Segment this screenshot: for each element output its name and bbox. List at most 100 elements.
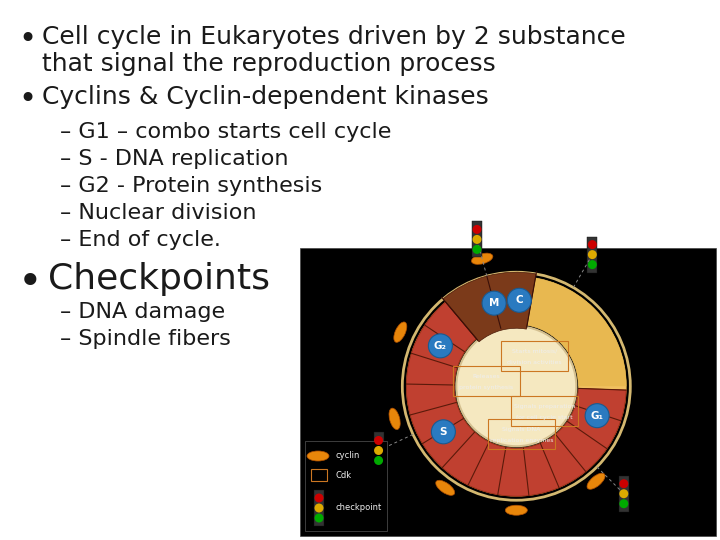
Wedge shape	[572, 339, 620, 365]
Text: – End of cycle.: – End of cycle.	[60, 230, 221, 250]
Wedge shape	[556, 301, 594, 342]
Text: – G2 - Protein synthesis: – G2 - Protein synthesis	[60, 176, 323, 196]
Circle shape	[588, 260, 597, 269]
Wedge shape	[570, 330, 616, 360]
Wedge shape	[478, 280, 500, 328]
Circle shape	[374, 456, 383, 465]
Wedge shape	[516, 276, 526, 325]
Text: •: •	[18, 85, 36, 114]
Circle shape	[472, 235, 482, 244]
Text: S: S	[440, 427, 447, 437]
Text: cyclin: cyclin	[336, 451, 361, 461]
Bar	[300, 248, 716, 536]
Wedge shape	[452, 291, 485, 336]
Circle shape	[315, 503, 323, 512]
Bar	[472, 221, 482, 258]
Circle shape	[588, 250, 597, 259]
Bar	[374, 433, 384, 469]
Wedge shape	[542, 286, 572, 333]
Wedge shape	[575, 348, 623, 370]
Ellipse shape	[394, 322, 407, 342]
Ellipse shape	[436, 480, 454, 495]
Wedge shape	[547, 291, 580, 335]
Wedge shape	[420, 323, 466, 356]
Wedge shape	[487, 278, 505, 327]
Text: •: •	[18, 262, 42, 304]
Wedge shape	[532, 280, 554, 328]
Wedge shape	[521, 276, 536, 325]
Text: •: •	[18, 25, 36, 54]
Text: that signal the reproduction process: that signal the reproduction process	[42, 52, 496, 76]
Wedge shape	[537, 282, 563, 330]
Circle shape	[619, 489, 629, 498]
Wedge shape	[416, 331, 463, 361]
Wedge shape	[406, 276, 626, 496]
Circle shape	[472, 225, 482, 234]
Text: – Nuclear division: – Nuclear division	[60, 203, 256, 223]
Wedge shape	[438, 302, 477, 343]
Text: checkpoint: checkpoint	[336, 503, 382, 512]
Text: G₁: G₁	[590, 410, 603, 421]
Circle shape	[428, 334, 452, 358]
Circle shape	[482, 291, 506, 315]
Wedge shape	[461, 287, 490, 333]
Bar	[618, 476, 629, 512]
Text: G₂: G₂	[434, 341, 447, 351]
Circle shape	[315, 494, 323, 503]
Wedge shape	[445, 296, 481, 339]
Text: division activities: division activities	[507, 360, 562, 365]
Circle shape	[315, 514, 323, 523]
Wedge shape	[559, 308, 600, 346]
Circle shape	[374, 446, 383, 455]
Text: Signals preparation: Signals preparation	[513, 404, 575, 409]
Text: – S - DNA replication: – S - DNA replication	[60, 149, 289, 169]
Text: Cyclins & Cyclin-dependent kinases: Cyclins & Cyclin-dependent kinases	[42, 85, 489, 109]
Text: Starts mitosis/: Starts mitosis/	[512, 349, 557, 354]
Wedge shape	[505, 276, 516, 325]
Wedge shape	[496, 276, 511, 325]
Text: replication enzymes: replication enzymes	[490, 438, 553, 443]
Wedge shape	[443, 272, 536, 342]
Text: – Spindle fibers: – Spindle fibers	[60, 329, 231, 349]
Text: for cell cycle start: for cell cycle start	[516, 415, 572, 420]
Wedge shape	[576, 357, 625, 375]
Circle shape	[456, 326, 576, 446]
Text: – DNA damage: – DNA damage	[60, 302, 225, 322]
Text: Releases: Releases	[472, 374, 500, 379]
Ellipse shape	[307, 451, 329, 461]
Circle shape	[431, 420, 455, 444]
Wedge shape	[578, 376, 626, 386]
Text: – G1 – combo starts cell cycle: – G1 – combo starts cell cycle	[60, 122, 392, 142]
Text: C: C	[516, 295, 523, 305]
Wedge shape	[406, 302, 626, 496]
Wedge shape	[567, 322, 611, 355]
Wedge shape	[552, 295, 587, 339]
Wedge shape	[426, 315, 469, 351]
Circle shape	[588, 240, 597, 249]
Circle shape	[472, 245, 482, 254]
Text: Cell cycle in Eukaryotes driven by 2 substance: Cell cycle in Eukaryotes driven by 2 sub…	[42, 25, 626, 49]
Bar	[305, 441, 387, 531]
Ellipse shape	[472, 253, 493, 265]
Text: Checkpoints: Checkpoints	[48, 262, 270, 296]
Circle shape	[374, 436, 383, 445]
Wedge shape	[413, 340, 460, 366]
Text: Signals DNA: Signals DNA	[502, 427, 541, 432]
Ellipse shape	[505, 505, 527, 515]
Wedge shape	[469, 283, 495, 330]
Wedge shape	[564, 315, 606, 350]
Circle shape	[508, 288, 531, 312]
Circle shape	[619, 499, 629, 508]
Ellipse shape	[587, 473, 605, 489]
Wedge shape	[577, 366, 626, 381]
Wedge shape	[526, 278, 545, 326]
Circle shape	[585, 404, 609, 428]
Text: M: M	[489, 298, 499, 308]
Circle shape	[619, 479, 629, 488]
Bar	[588, 237, 598, 273]
Wedge shape	[431, 308, 472, 347]
Text: protein synthesis: protein synthesis	[459, 384, 513, 390]
Bar	[314, 490, 324, 526]
Text: Cdk: Cdk	[336, 470, 352, 480]
Ellipse shape	[389, 408, 400, 429]
